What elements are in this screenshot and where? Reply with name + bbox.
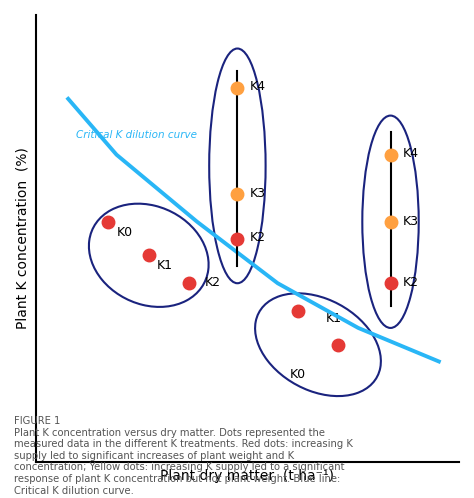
- Text: K4: K4: [249, 81, 265, 94]
- Text: K3: K3: [249, 187, 265, 200]
- Text: K1: K1: [157, 259, 173, 272]
- X-axis label: Plant dry matter  (t ha⁻¹): Plant dry matter (t ha⁻¹): [161, 469, 335, 483]
- Text: K3: K3: [402, 215, 419, 228]
- Text: K4: K4: [402, 147, 419, 160]
- Text: K0: K0: [117, 226, 133, 239]
- Text: FIGURE 1
Plant K concentration versus dry matter. Dots represented the
measured : FIGURE 1 Plant K concentration versus dr…: [14, 416, 353, 496]
- Y-axis label: Plant K concentration  (%): Plant K concentration (%): [15, 147, 29, 330]
- Text: K0: K0: [290, 368, 306, 381]
- Text: K1: K1: [326, 312, 342, 325]
- Text: K2: K2: [402, 276, 419, 289]
- Text: K2: K2: [249, 232, 265, 245]
- Text: Critical K dilution curve: Critical K dilution curve: [76, 130, 197, 140]
- Text: K2: K2: [205, 276, 221, 289]
